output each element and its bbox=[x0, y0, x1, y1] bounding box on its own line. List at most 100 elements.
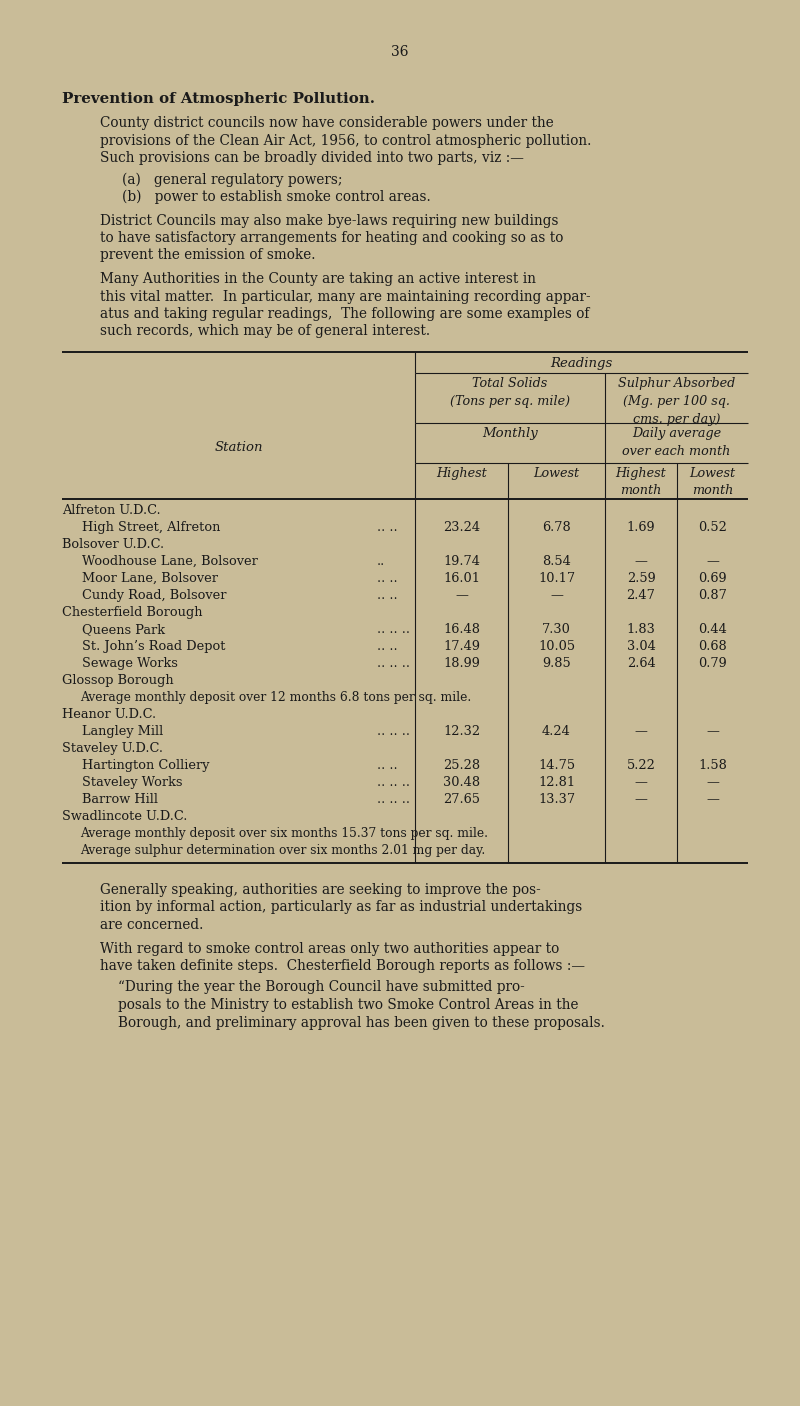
Text: 27.65: 27.65 bbox=[443, 793, 480, 806]
Text: Swadlincote U.D.C.: Swadlincote U.D.C. bbox=[62, 810, 187, 823]
Text: Many Authorities in the County are taking an active interest in: Many Authorities in the County are takin… bbox=[100, 271, 536, 285]
Text: 18.99: 18.99 bbox=[443, 657, 480, 671]
Text: With regard to smoke control areas only two authorities appear to: With regard to smoke control areas only … bbox=[100, 942, 559, 956]
Text: Staveley Works: Staveley Works bbox=[82, 776, 182, 789]
Text: 2.64: 2.64 bbox=[626, 657, 655, 671]
Text: Average sulphur determination over six months 2.01 mg per day.: Average sulphur determination over six m… bbox=[80, 844, 486, 858]
Text: Cundy Road, Bolsover: Cundy Road, Bolsover bbox=[82, 589, 226, 602]
Text: .. .. ..: .. .. .. bbox=[377, 623, 410, 636]
Text: .. ..: .. .. bbox=[377, 759, 398, 772]
Text: 0.79: 0.79 bbox=[698, 657, 727, 671]
Text: Alfreton U.D.C.: Alfreton U.D.C. bbox=[62, 503, 161, 517]
Text: Highest: Highest bbox=[436, 467, 487, 479]
Text: —: — bbox=[706, 793, 719, 806]
Text: County district councils now have considerable powers under the: County district councils now have consid… bbox=[100, 117, 554, 129]
Text: —: — bbox=[634, 725, 647, 738]
Text: 9.85: 9.85 bbox=[542, 657, 571, 671]
Text: such records, which may be of general interest.: such records, which may be of general in… bbox=[100, 325, 430, 339]
Text: 13.37: 13.37 bbox=[538, 793, 575, 806]
Text: 10.05: 10.05 bbox=[538, 640, 575, 652]
Text: Barrow Hill: Barrow Hill bbox=[82, 793, 158, 806]
Text: —: — bbox=[706, 776, 719, 789]
Text: 23.24: 23.24 bbox=[443, 522, 480, 534]
Text: 2.47: 2.47 bbox=[626, 589, 655, 602]
Text: 25.28: 25.28 bbox=[443, 759, 480, 772]
Text: District Councils may also make bye-laws requiring new buildings: District Councils may also make bye-laws… bbox=[100, 214, 558, 228]
Text: .. .. ..: .. .. .. bbox=[377, 657, 410, 671]
Text: —: — bbox=[550, 589, 563, 602]
Text: (b)   power to establish smoke control areas.: (b) power to establish smoke control are… bbox=[122, 190, 430, 204]
Text: —: — bbox=[455, 589, 468, 602]
Text: Moor Lane, Bolsover: Moor Lane, Bolsover bbox=[82, 572, 218, 585]
Text: 4.24: 4.24 bbox=[542, 725, 571, 738]
Text: Queens Park: Queens Park bbox=[82, 623, 165, 636]
Text: Heanor U.D.C.: Heanor U.D.C. bbox=[62, 709, 156, 721]
Text: have taken definite steps.  Chesterfield Borough reports as follows :—: have taken definite steps. Chesterfield … bbox=[100, 959, 585, 973]
Text: —: — bbox=[634, 555, 647, 568]
Text: atus and taking regular readings,  The following are some examples of: atus and taking regular readings, The fo… bbox=[100, 307, 590, 321]
Text: 0.44: 0.44 bbox=[698, 623, 727, 636]
Text: .. ..: .. .. bbox=[377, 522, 398, 534]
Text: 6.78: 6.78 bbox=[542, 522, 571, 534]
Text: 14.75: 14.75 bbox=[538, 759, 575, 772]
Text: Average monthly deposit over six months 15.37 tons per sq. mile.: Average monthly deposit over six months … bbox=[80, 827, 488, 839]
Text: Woodhouse Lane, Bolsover: Woodhouse Lane, Bolsover bbox=[82, 555, 258, 568]
Text: prevent the emission of smoke.: prevent the emission of smoke. bbox=[100, 249, 315, 263]
Text: 12.81: 12.81 bbox=[538, 776, 575, 789]
Text: Readings: Readings bbox=[550, 357, 613, 370]
Text: 1.58: 1.58 bbox=[698, 759, 727, 772]
Text: .. ..: .. .. bbox=[377, 572, 398, 585]
Text: Daily average
over each month: Daily average over each month bbox=[622, 427, 730, 458]
Text: .. ..: .. .. bbox=[377, 640, 398, 652]
Text: .. ..: .. .. bbox=[377, 589, 398, 602]
Text: Highest
month: Highest month bbox=[616, 467, 666, 496]
Text: 5.22: 5.22 bbox=[626, 759, 655, 772]
Text: Prevention of Atmospheric Pollution.: Prevention of Atmospheric Pollution. bbox=[62, 91, 375, 105]
Text: .. .. ..: .. .. .. bbox=[377, 793, 410, 806]
Text: “During the year the Borough Council have submitted pro-: “During the year the Borough Council hav… bbox=[118, 980, 525, 994]
Text: Total Solids
(Tons per sq. mile): Total Solids (Tons per sq. mile) bbox=[450, 377, 570, 408]
Text: Glossop Borough: Glossop Borough bbox=[62, 673, 174, 688]
Text: 1.83: 1.83 bbox=[626, 623, 655, 636]
Text: 0.68: 0.68 bbox=[698, 640, 727, 652]
Text: 0.52: 0.52 bbox=[698, 522, 727, 534]
Text: .. .. ..: .. .. .. bbox=[377, 776, 410, 789]
Text: .. .. ..: .. .. .. bbox=[377, 725, 410, 738]
Text: 1.69: 1.69 bbox=[626, 522, 655, 534]
Text: —: — bbox=[634, 793, 647, 806]
Text: Such provisions can be broadly divided into two parts, viz :—: Such provisions can be broadly divided i… bbox=[100, 150, 524, 165]
Text: 12.32: 12.32 bbox=[443, 725, 480, 738]
Text: High Street, Alfreton: High Street, Alfreton bbox=[82, 522, 220, 534]
Text: Sewage Works: Sewage Works bbox=[82, 657, 178, 671]
Text: 19.74: 19.74 bbox=[443, 555, 480, 568]
Text: Bolsover U.D.C.: Bolsover U.D.C. bbox=[62, 538, 164, 551]
Text: are concerned.: are concerned. bbox=[100, 918, 203, 932]
Text: 30.48: 30.48 bbox=[443, 776, 480, 789]
Text: 16.01: 16.01 bbox=[443, 572, 480, 585]
Text: 0.87: 0.87 bbox=[698, 589, 727, 602]
Text: —: — bbox=[706, 555, 719, 568]
Text: St. John’s Road Depot: St. John’s Road Depot bbox=[82, 640, 226, 652]
Text: to have satisfactory arrangements for heating and cooking so as to: to have satisfactory arrangements for he… bbox=[100, 231, 563, 245]
Text: 2.59: 2.59 bbox=[626, 572, 655, 585]
Text: Chesterfield Borough: Chesterfield Borough bbox=[62, 606, 202, 619]
Text: —: — bbox=[634, 776, 647, 789]
Text: 0.69: 0.69 bbox=[698, 572, 727, 585]
Text: (a)   general regulatory powers;: (a) general regulatory powers; bbox=[122, 173, 342, 187]
Text: Lowest
month: Lowest month bbox=[690, 467, 735, 496]
Text: 7.30: 7.30 bbox=[542, 623, 571, 636]
Text: Langley Mill: Langley Mill bbox=[82, 725, 163, 738]
Text: posals to the Ministry to establish two Smoke Control Areas in the: posals to the Ministry to establish two … bbox=[118, 998, 578, 1012]
Text: 3.04: 3.04 bbox=[626, 640, 655, 652]
Text: 36: 36 bbox=[391, 45, 409, 59]
Text: Borough, and preliminary approval has been given to these proposals.: Borough, and preliminary approval has be… bbox=[118, 1015, 605, 1029]
Text: provisions of the Clean Air Act, 1956, to control atmospheric pollution.: provisions of the Clean Air Act, 1956, t… bbox=[100, 134, 591, 148]
Text: Generally speaking, authorities are seeking to improve the pos-: Generally speaking, authorities are seek… bbox=[100, 883, 541, 897]
Text: Monthly: Monthly bbox=[482, 427, 538, 440]
Text: Average monthly deposit over 12 months 6.8 tons per sq. mile.: Average monthly deposit over 12 months 6… bbox=[80, 690, 471, 704]
Text: 16.48: 16.48 bbox=[443, 623, 480, 636]
Text: 8.54: 8.54 bbox=[542, 555, 571, 568]
Text: 10.17: 10.17 bbox=[538, 572, 575, 585]
Text: Sulphur Absorbed
(Mg. per 100 sq.
cms. per day): Sulphur Absorbed (Mg. per 100 sq. cms. p… bbox=[618, 377, 735, 426]
Text: ..: .. bbox=[377, 555, 386, 568]
